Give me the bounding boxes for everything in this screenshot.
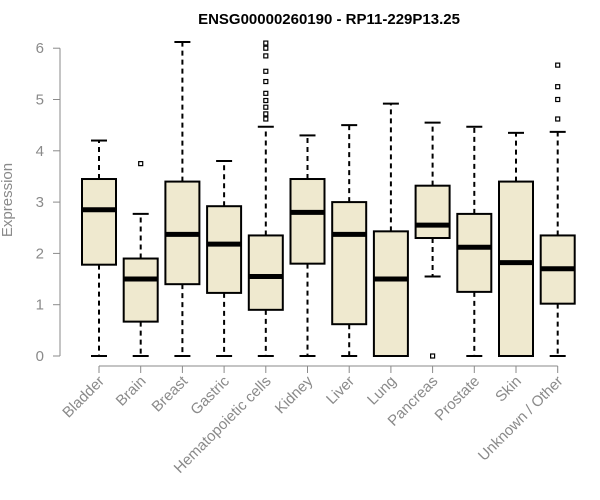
box — [122, 257, 159, 323]
y-tick-label: 1 — [36, 297, 44, 314]
outlier-point — [263, 68, 269, 74]
x-tick-label: Bladder — [59, 373, 108, 422]
outlier-point — [263, 116, 269, 122]
outlier-point — [263, 97, 269, 104]
box — [247, 234, 284, 311]
box-group — [289, 134, 326, 357]
outlier-point — [555, 116, 561, 122]
box-group — [206, 160, 243, 357]
box — [498, 180, 534, 357]
box — [206, 205, 243, 294]
y-tick-label: 6 — [36, 40, 44, 57]
y-axis: 0 1 2 3 4 5 6 — [36, 40, 61, 365]
box — [81, 178, 117, 266]
box-group — [498, 131, 534, 357]
x-tick-label: Breast — [149, 372, 192, 415]
chart-title: ENSG00000260190 - RP11-229P13.25 — [198, 11, 460, 28]
outlier-point — [263, 104, 269, 110]
y-tick-label: 4 — [36, 143, 44, 160]
box — [289, 178, 326, 265]
box-group — [122, 161, 159, 357]
box-group — [414, 121, 451, 359]
outlier-point — [430, 353, 436, 359]
outlier-point — [263, 111, 269, 117]
box-group — [539, 62, 576, 357]
box — [331, 201, 368, 326]
outlier-point — [263, 45, 269, 51]
box — [372, 230, 409, 357]
y-axis-label: Expression — [0, 163, 16, 237]
box-group — [456, 125, 493, 357]
y-tick-label: 3 — [36, 194, 44, 211]
x-tick-label: Liver — [323, 373, 358, 408]
box-group — [247, 40, 284, 357]
outlier-point — [138, 161, 144, 167]
x-tick-label: Kidney — [272, 372, 317, 417]
x-tick-label: Brain — [113, 373, 150, 410]
y-tick-label: 0 — [36, 348, 44, 365]
box-group — [331, 124, 368, 357]
y-tick-label: 5 — [36, 92, 44, 109]
outlier-point — [555, 96, 561, 103]
box — [414, 184, 451, 240]
outlier-point — [263, 40, 269, 46]
x-tick-label: Prostate — [432, 373, 484, 425]
outlier-point — [263, 53, 269, 59]
outlier-point — [263, 78, 269, 85]
x-tick-label: Lung — [364, 373, 400, 409]
box-group — [372, 102, 409, 357]
box-group — [81, 139, 117, 357]
box — [456, 212, 493, 293]
y-tick-label: 2 — [36, 245, 44, 262]
box-group — [164, 41, 201, 357]
boxes — [81, 40, 576, 359]
x-tick-label: Skin — [492, 373, 525, 406]
outlier-point — [555, 62, 561, 68]
outlier-point — [555, 84, 561, 90]
outlier-point — [263, 90, 269, 96]
